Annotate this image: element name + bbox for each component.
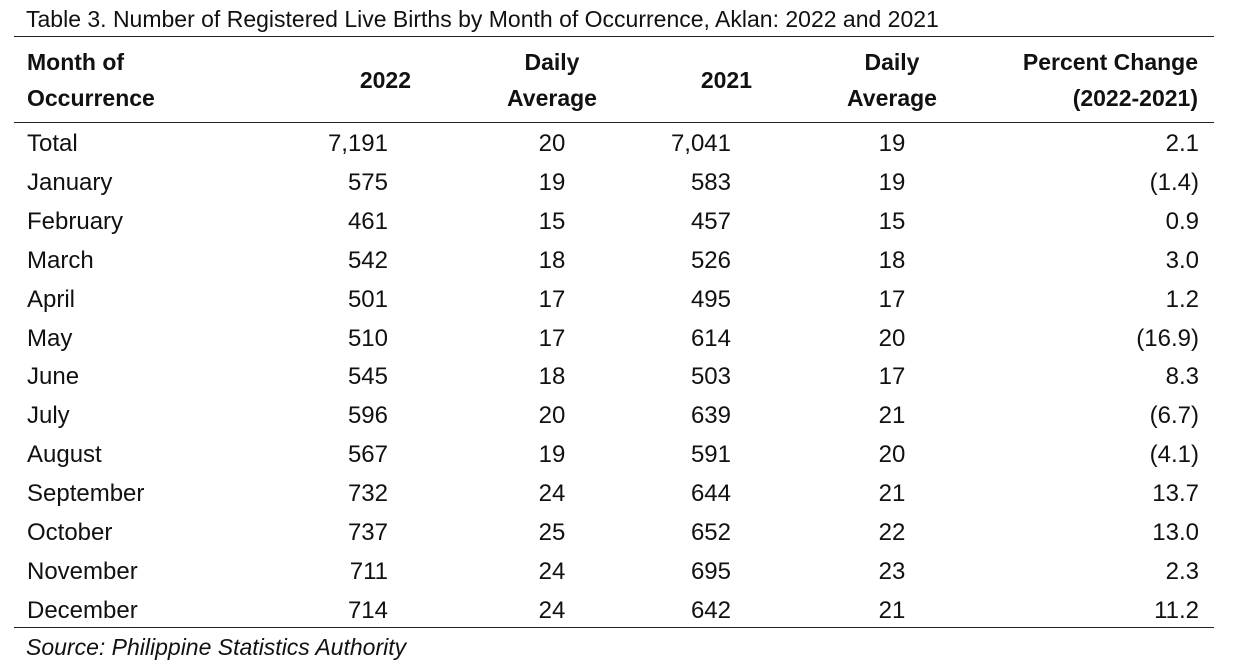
header-daily-average-2021-line-1: Daily <box>864 49 920 75</box>
percent-change-cell: 3.0 <box>1165 247 1199 274</box>
header-daily-average-2022: Daily Average <box>482 44 622 116</box>
month-cell: August <box>27 441 102 468</box>
header-percent-change-line-1: Percent Change <box>1022 49 1198 75</box>
births-2022-cell: 510 <box>347 325 388 352</box>
header-daily-average-2022-line-2: Average <box>507 85 597 111</box>
daily-average-2022-cell: 18 <box>538 247 566 274</box>
births-2021-cell: 639 <box>690 402 731 429</box>
percent-change-cell: 8.3 <box>1165 363 1199 390</box>
daily-average-2022-cell: 24 <box>538 597 566 624</box>
births-2021-cell: 526 <box>690 247 731 274</box>
daily-average-2022-cell: 24 <box>538 558 566 585</box>
percent-change-cell: 1.2 <box>1165 286 1199 313</box>
births-2021-cell: 644 <box>690 480 731 507</box>
month-cell: November <box>27 558 138 585</box>
births-2021-cell: 642 <box>690 597 731 624</box>
births-2022-cell: 714 <box>347 597 388 624</box>
percent-change-cell: 0.9 <box>1165 208 1199 235</box>
births-2022-cell: 461 <box>347 208 388 235</box>
month-cell: Total <box>27 130 78 157</box>
daily-average-2022-cell: 19 <box>538 441 566 468</box>
header-2022: 2022 <box>359 67 411 93</box>
births-2021-cell: 495 <box>690 286 731 313</box>
percent-change-cell: 2.1 <box>1165 130 1199 157</box>
daily-average-2022-cell: 17 <box>538 325 566 352</box>
top-rule <box>14 36 1214 37</box>
header-daily-average-2021-line-2: Average <box>847 85 937 111</box>
daily-average-2021-cell: 22 <box>878 519 906 546</box>
births-2022-cell: 567 <box>347 441 388 468</box>
header-daily-average-2022-line-1: Daily <box>524 49 580 75</box>
header-month-line-2: Occurrence <box>27 85 155 111</box>
births-2022-cell: 7,191 <box>327 130 388 157</box>
daily-average-2022-cell: 20 <box>538 402 566 429</box>
births-2021-cell: 695 <box>690 558 731 585</box>
month-cell: June <box>27 363 80 390</box>
births-2022-cell: 711 <box>349 558 388 585</box>
daily-average-2022-cell: 17 <box>538 286 566 313</box>
births-2022-cell: 575 <box>347 169 388 196</box>
daily-average-2022-cell: 24 <box>538 480 566 507</box>
births-2022-cell: 542 <box>347 247 388 274</box>
month-cell: April <box>27 286 76 313</box>
daily-average-2022-cell: 25 <box>538 519 566 546</box>
header-2021: 2021 <box>700 67 752 93</box>
month-cell: February <box>27 208 124 235</box>
header-month: Month of Occurrence <box>27 44 155 116</box>
daily-average-2022-cell: 20 <box>538 130 566 157</box>
daily-average-2021-cell: 21 <box>878 402 906 429</box>
births-2022-cell: 545 <box>347 363 388 390</box>
births-2021-cell: 457 <box>690 208 731 235</box>
bottom-rule <box>14 627 1214 628</box>
percent-change-cell: (6.7) <box>1149 402 1199 429</box>
header-rule <box>14 122 1214 123</box>
month-cell: March <box>27 247 94 274</box>
month-cell: January <box>27 169 113 196</box>
header-month-line-1: Month of <box>27 49 125 75</box>
source-note: Source: Philippine Statistics Authority <box>26 634 407 660</box>
month-cell: July <box>27 402 70 429</box>
daily-average-2021-cell: 21 <box>878 480 906 507</box>
births-2022-cell: 737 <box>347 519 388 546</box>
header-percent-change: Percent Change (2022-2021) <box>1023 44 1198 116</box>
daily-average-2022-cell: 19 <box>538 169 566 196</box>
daily-average-2022-cell: 18 <box>538 363 566 390</box>
births-2021-cell: 583 <box>690 169 731 196</box>
daily-average-2021-cell: 15 <box>878 208 906 235</box>
daily-average-2021-cell: 17 <box>878 363 906 390</box>
daily-average-2021-cell: 17 <box>878 286 906 313</box>
percent-change-cell: (16.9) <box>1136 325 1199 352</box>
percent-change-cell: (4.1) <box>1149 441 1199 468</box>
month-cell: May <box>27 325 73 352</box>
daily-average-2021-cell: 18 <box>878 247 906 274</box>
percent-change-cell: 13.7 <box>1152 480 1199 507</box>
births-2021-cell: 614 <box>690 325 731 352</box>
births-2021-cell: 652 <box>690 519 731 546</box>
births-2022-cell: 596 <box>347 402 388 429</box>
daily-average-2021-cell: 21 <box>878 597 906 624</box>
births-2021-cell: 503 <box>690 363 731 390</box>
births-2022-cell: 732 <box>347 480 388 507</box>
daily-average-2021-cell: 20 <box>878 325 906 352</box>
daily-average-2021-cell: 23 <box>878 558 906 585</box>
daily-average-2022-cell: 15 <box>538 208 566 235</box>
daily-average-2021-cell: 20 <box>878 441 906 468</box>
births-2021-cell: 591 <box>690 441 731 468</box>
header-percent-change-line-2: (2022-2021) <box>1072 85 1198 111</box>
percent-change-cell: 13.0 <box>1152 519 1199 546</box>
daily-average-2021-cell: 19 <box>878 169 906 196</box>
month-cell: September <box>27 480 145 507</box>
month-cell: December <box>27 597 138 624</box>
births-2021-cell: 7,041 <box>670 130 731 157</box>
header-daily-average-2021: Daily Average <box>822 44 962 116</box>
percent-change-cell: 11.2 <box>1154 597 1199 624</box>
month-cell: October <box>27 519 113 546</box>
percent-change-cell: (1.4) <box>1149 169 1199 196</box>
daily-average-2021-cell: 19 <box>878 130 906 157</box>
percent-change-cell: 2.3 <box>1165 558 1199 585</box>
table-title: Table 3. Number of Registered Live Birth… <box>26 6 939 32</box>
births-2022-cell: 501 <box>347 286 388 313</box>
